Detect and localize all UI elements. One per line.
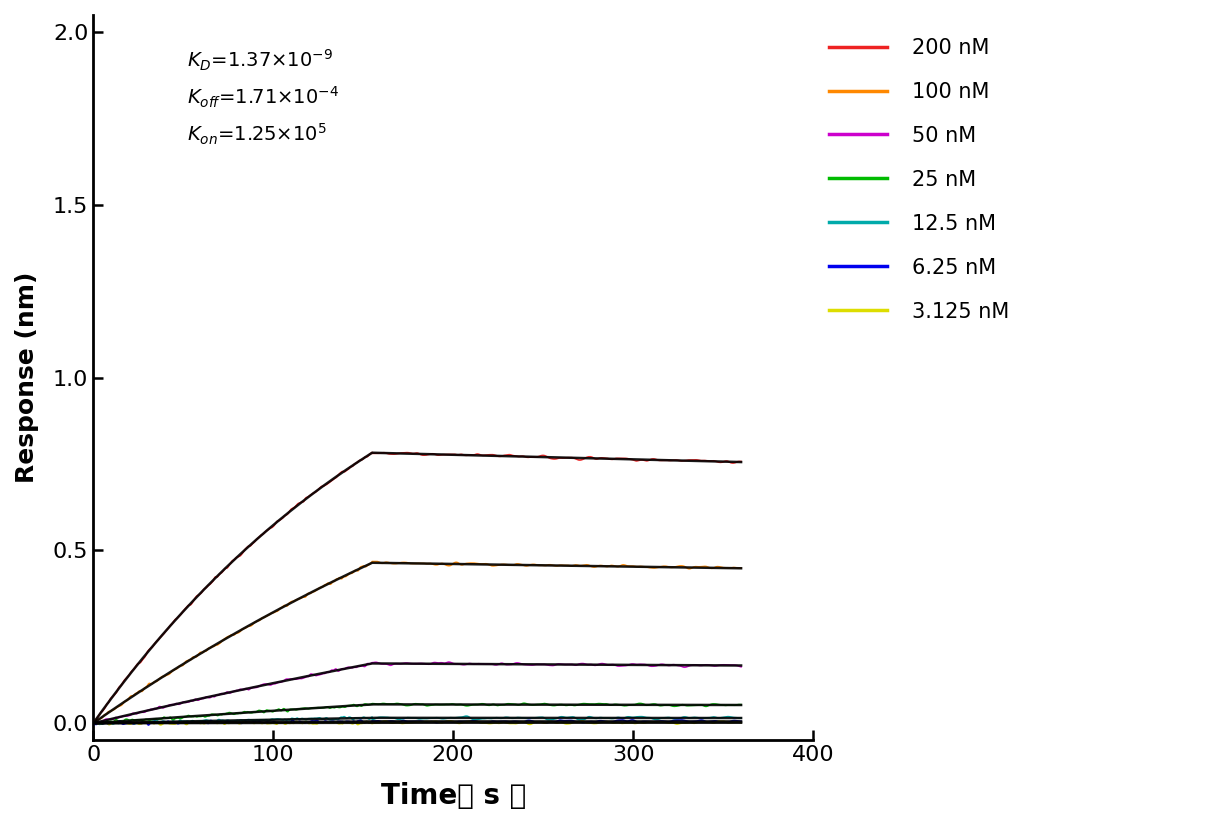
- Legend: 200 nM, 100 nM, 50 nM, 25 nM, 12.5 nM, 6.25 nM, 3.125 nM: 200 nM, 100 nM, 50 nM, 25 nM, 12.5 nM, 6…: [821, 30, 1018, 330]
- Text: $K_D$=1.37×10$^{-9}$
$K_{off}$=1.71×10$^{-4}$
$K_{on}$=1.25×10$^{5}$: $K_D$=1.37×10$^{-9}$ $K_{off}$=1.71×10$^…: [187, 48, 339, 147]
- X-axis label: Time（ s ）: Time（ s ）: [381, 782, 526, 810]
- Y-axis label: Response (nm): Response (nm): [15, 272, 39, 483]
